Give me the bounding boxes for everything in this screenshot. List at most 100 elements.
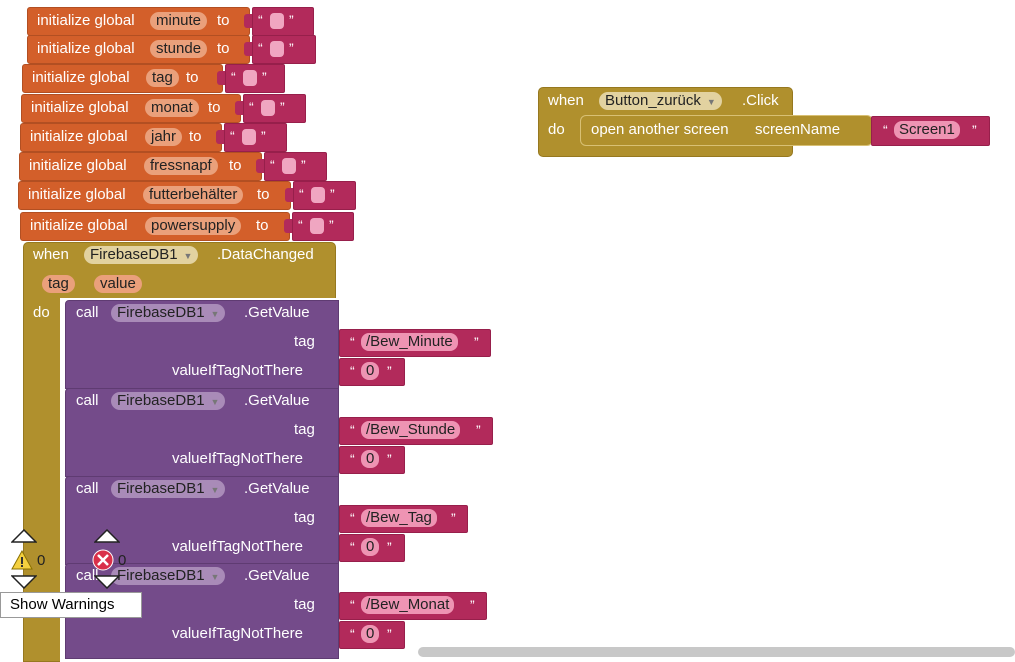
show-warnings-button[interactable]: Show Warnings [0, 592, 142, 618]
global-variable-name-field[interactable]: fressnapf [144, 157, 218, 175]
quote-open: “ [883, 122, 888, 138]
global-variable-block[interactable] [20, 123, 222, 152]
empty-text-block[interactable] [293, 181, 356, 210]
initialize-global-keyword: initialize global [30, 128, 128, 145]
tag-text-value[interactable]: /Bew_Stunde [361, 421, 461, 439]
quote-open: “ [350, 539, 355, 555]
button-component-label: Button_zurück [605, 92, 701, 109]
default-text-value[interactable]: 0 [361, 450, 380, 468]
open-screen-block[interactable] [580, 115, 873, 146]
empty-text-block[interactable] [264, 152, 327, 181]
empty-text-field[interactable] [270, 41, 284, 57]
horizontal-scrollbar[interactable] [418, 647, 1015, 657]
global-variable-block[interactable] [19, 152, 262, 181]
quote-close: ” [476, 422, 481, 438]
tag-text-value[interactable]: /Bew_Monat [361, 596, 455, 614]
quote-open: “ [231, 69, 236, 85]
open-screen-action-label: open another screen [591, 121, 729, 138]
empty-text-field[interactable] [242, 129, 256, 145]
quote-close: ” [387, 363, 392, 379]
global-variable-name-field[interactable]: stunde [150, 40, 208, 58]
global-variable-block[interactable] [27, 35, 250, 64]
quote-close: ” [289, 40, 294, 56]
empty-text-field[interactable] [261, 100, 275, 116]
default-text-value[interactable]: 0 [361, 362, 380, 380]
quote-close: ” [301, 157, 306, 173]
text-block-connector [285, 188, 293, 202]
getvalue-method-label: .GetValue [244, 567, 310, 584]
quote-close: ” [387, 539, 392, 555]
to-keyword: to [186, 69, 199, 86]
firebase-component-dropdown[interactable]: FirebaseDB1 ▼ [84, 246, 199, 264]
empty-text-field[interactable] [282, 158, 296, 174]
global-variable-name-field[interactable]: monat [145, 99, 199, 117]
param-tag[interactable]: tag [42, 275, 75, 293]
empty-text-block[interactable] [252, 35, 316, 64]
default-text-value[interactable]: 0 [361, 538, 380, 556]
event-do-keyword: do [33, 304, 50, 321]
text-block-connector [244, 42, 252, 56]
getvalue-component-dropdown[interactable]: FirebaseDB1 ▼ [111, 480, 226, 498]
initialize-global-keyword: initialize global [28, 186, 126, 203]
empty-text-field[interactable] [311, 187, 325, 203]
event-when-keyword: when [33, 246, 69, 263]
quote-close: ” [387, 626, 392, 642]
global-variable-name-field[interactable]: minute [150, 12, 208, 30]
call-keyword: call [76, 480, 99, 497]
chevron-down-icon: ▼ [706, 97, 716, 107]
quote-close: ” [261, 128, 266, 144]
to-keyword: to [208, 99, 221, 116]
global-variable-block[interactable] [21, 94, 241, 123]
initialize-global-keyword: initialize global [29, 157, 127, 174]
call-keyword: call [76, 392, 99, 409]
getvalue-component-label: FirebaseDB1 [117, 480, 205, 497]
chevron-down-icon: ▼ [210, 485, 220, 495]
quote-open: “ [258, 12, 263, 28]
global-variable-name-field[interactable]: futterbehälter [143, 186, 244, 204]
quote-close: ” [330, 186, 335, 202]
quote-close: ” [280, 99, 285, 115]
warning-up-arrow-icon[interactable] [11, 529, 37, 543]
empty-text-field[interactable] [270, 13, 284, 29]
error-circle-icon [92, 549, 114, 571]
error-down-arrow-icon[interactable] [94, 575, 120, 589]
text-block-connector [217, 71, 225, 85]
tag-socket-label: tag [294, 596, 315, 613]
button-event-do-keyword: do [548, 121, 565, 138]
empty-text-field[interactable] [243, 70, 257, 86]
quote-open: “ [270, 157, 275, 173]
text-block-connector [235, 101, 243, 115]
empty-text-field[interactable] [310, 218, 324, 234]
getvalue-component-dropdown[interactable]: FirebaseDB1 ▼ [111, 304, 226, 322]
quote-open: “ [230, 128, 235, 144]
tag-text-value[interactable]: /Bew_Minute [361, 333, 458, 351]
error-up-arrow-icon[interactable] [94, 529, 120, 543]
warning-down-arrow-icon[interactable] [11, 575, 37, 589]
global-variable-name-field[interactable]: tag [146, 69, 179, 87]
to-keyword: to [189, 128, 202, 145]
quote-open: “ [350, 334, 355, 350]
default-text-value[interactable]: 0 [361, 625, 380, 643]
getvalue-component-dropdown[interactable]: FirebaseDB1 ▼ [111, 567, 226, 585]
warning-count: 0 [37, 552, 46, 569]
param-value[interactable]: value [94, 275, 142, 293]
tag-text-value[interactable]: /Bew_Tag [361, 509, 437, 527]
global-variable-name-field[interactable]: powersupply [145, 217, 242, 235]
global-variable-name-field[interactable]: jahr [145, 128, 183, 146]
initialize-global-keyword: initialize global [30, 217, 128, 234]
default-socket-label: valueIfTagNotThere [172, 450, 303, 467]
screen-name-value[interactable]: Screen1 [894, 121, 960, 139]
quote-open: “ [350, 422, 355, 438]
global-variable-block[interactable] [22, 64, 223, 93]
to-keyword: to [257, 186, 270, 203]
getvalue-component-dropdown[interactable]: FirebaseDB1 ▼ [111, 392, 226, 410]
quote-close: ” [387, 451, 392, 467]
to-keyword: to [256, 217, 269, 234]
default-socket-label: valueIfTagNotThere [172, 625, 303, 642]
quote-close: ” [972, 122, 977, 138]
call-keyword: call [76, 567, 99, 584]
button-component-dropdown[interactable]: Button_zurück ▼ [599, 92, 722, 110]
quote-close: ” [329, 217, 334, 233]
warning-triangle-icon [11, 550, 33, 570]
quote-open: “ [298, 217, 303, 233]
